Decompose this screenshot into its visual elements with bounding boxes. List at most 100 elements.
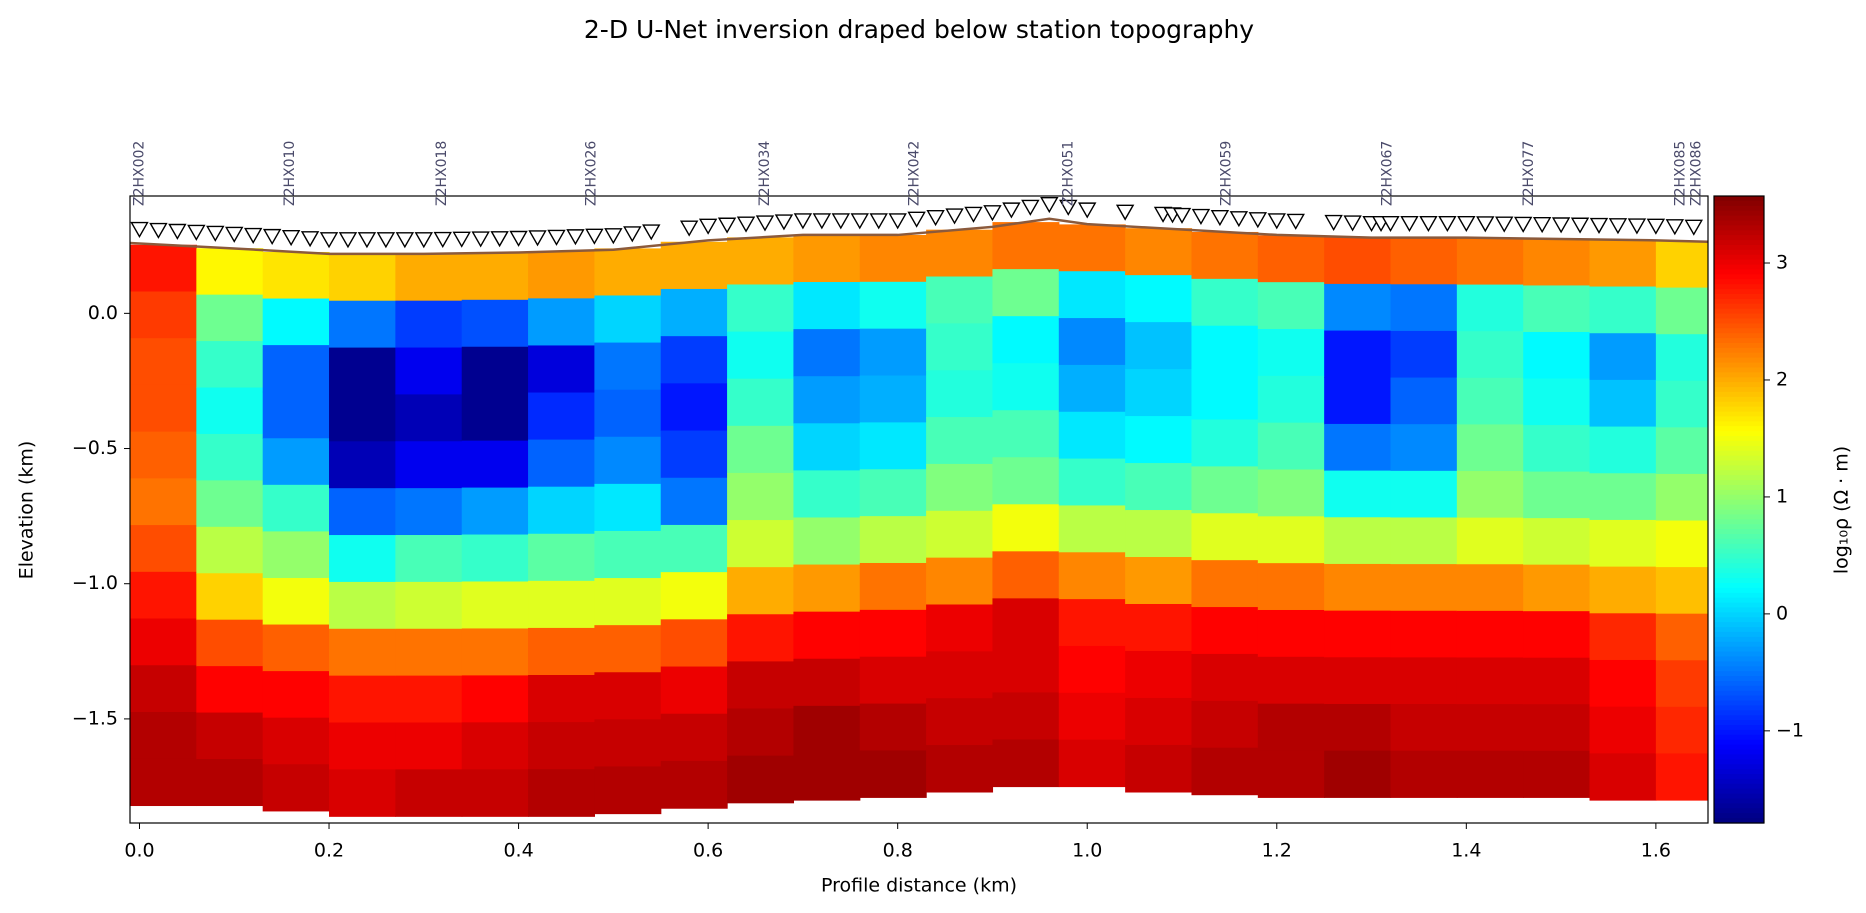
- heatmap-cell: [1390, 517, 1458, 565]
- heatmap-cell: [660, 666, 728, 715]
- colorbar-swatch: [1714, 739, 1764, 746]
- station-label: Z2HX042: [907, 141, 923, 206]
- heatmap-cell: [859, 422, 927, 470]
- colorbar-swatch: [1714, 200, 1764, 207]
- heatmap-cell: [1390, 284, 1458, 332]
- x-tick-label: 1.0: [1072, 840, 1102, 862]
- station-marker: [1608, 218, 1628, 235]
- heatmap-cell: [1324, 237, 1392, 285]
- heatmap-cell: [329, 441, 396, 489]
- heatmap-cell: [1125, 463, 1193, 511]
- x-tick-label: 0.8: [883, 840, 913, 862]
- station-label: Z2HX002: [131, 141, 147, 206]
- colorbar-swatch: [1714, 328, 1764, 334]
- colorbar-swatch: [1714, 323, 1764, 329]
- station-marker: [1419, 215, 1438, 233]
- heatmap-cell: [461, 299, 529, 348]
- colorbar-swatch: [1714, 627, 1764, 633]
- heatmap-cell: [727, 284, 795, 333]
- heatmap-cell: [727, 614, 795, 662]
- heatmap-cell: [528, 533, 595, 582]
- heatmap-cell: [1257, 235, 1325, 283]
- heatmap-cell: [859, 656, 927, 705]
- station-marker: [471, 231, 490, 248]
- station-marker: [1646, 218, 1666, 235]
- colorbar-swatch: [1714, 431, 1764, 437]
- station-marker: [244, 227, 263, 244]
- colorbar-swatch: [1714, 318, 1764, 324]
- heatmap-cell: [660, 524, 728, 573]
- colorbar-swatch: [1714, 220, 1764, 226]
- colorbar-swatch: [1714, 445, 1764, 452]
- colorbar-swatch: [1714, 744, 1764, 751]
- heatmap-cell: [130, 525, 197, 573]
- heatmap-cell: [262, 764, 330, 812]
- heatmap-cell: [793, 658, 861, 707]
- heatmap-cell: [594, 766, 662, 815]
- heatmap-cell: [130, 711, 197, 760]
- colorbar-swatch: [1714, 249, 1764, 256]
- heatmap-cell: [926, 229, 994, 278]
- colorbar-swatch: [1714, 475, 1764, 481]
- heatmap-cell: [395, 488, 463, 536]
- heatmap-cell: [1655, 520, 1708, 568]
- heatmap-cell: [859, 703, 927, 752]
- heatmap-cell: [1191, 700, 1259, 749]
- colorbar-swatch: [1714, 308, 1764, 315]
- heatmap-cell: [793, 376, 861, 424]
- heatmap-cell: [130, 431, 197, 479]
- station-label: Z2HX077: [1521, 141, 1537, 206]
- station-marker: [1059, 199, 1078, 216]
- heatmap-cell: [1390, 237, 1458, 285]
- colorbar-swatch: [1714, 798, 1764, 805]
- heatmap-cell: [727, 661, 795, 710]
- colorbar-swatch: [1714, 279, 1764, 285]
- colorbar-swatch: [1714, 695, 1764, 702]
- heatmap-cell: [130, 244, 197, 293]
- heatmap-cell: [727, 567, 795, 615]
- heatmap-cell: [1125, 510, 1193, 558]
- heatmap-cell: [1589, 519, 1657, 568]
- heatmap-cell: [196, 294, 264, 342]
- colorbar-swatch: [1714, 646, 1764, 653]
- heatmap-cell: [528, 675, 595, 723]
- station-marker: [926, 209, 945, 227]
- colorbar-swatch: [1714, 485, 1764, 491]
- heatmap-cell: [528, 580, 595, 629]
- station-marker: [679, 220, 699, 237]
- heatmap-cell: [1390, 657, 1458, 705]
- colorbar-swatch: [1714, 548, 1764, 555]
- station-marker: [1457, 215, 1476, 233]
- y-tick-label: −1.0: [72, 572, 118, 594]
- heatmap-cell: [594, 625, 662, 673]
- heatmap-cell: [594, 389, 662, 438]
- heatmap-cell: [395, 769, 463, 817]
- heatmap-cell: [1589, 379, 1657, 428]
- colorbar-swatch: [1714, 460, 1764, 467]
- colorbar-swatch: [1714, 293, 1764, 300]
- colorbar-swatch: [1714, 519, 1764, 525]
- station-marker: [642, 224, 661, 241]
- heatmap-cell: [262, 484, 330, 533]
- heatmap-cell: [1058, 224, 1126, 272]
- heatmap-cell: [1058, 411, 1126, 460]
- heatmap-cell: [660, 336, 728, 384]
- colorbar-swatch: [1714, 235, 1764, 241]
- station-marker: [698, 218, 718, 235]
- station-marker: [1172, 207, 1192, 224]
- colorbar-tick-label: −1: [1776, 719, 1804, 741]
- colorbar-swatch: [1714, 808, 1764, 814]
- heatmap-cell: [130, 291, 197, 339]
- heatmap-cell: [262, 298, 330, 346]
- colorbar-swatch: [1714, 587, 1764, 594]
- colorbar-swatch: [1714, 725, 1764, 731]
- station-marker: [1665, 219, 1685, 236]
- heatmap-cell: [660, 241, 728, 290]
- heatmap-cell: [1125, 322, 1193, 370]
- heatmap-cell: [594, 248, 662, 297]
- colorbar-swatch: [1714, 607, 1764, 613]
- station-marker: [1532, 217, 1552, 234]
- station-marker: [338, 232, 358, 249]
- station-marker: [755, 215, 775, 232]
